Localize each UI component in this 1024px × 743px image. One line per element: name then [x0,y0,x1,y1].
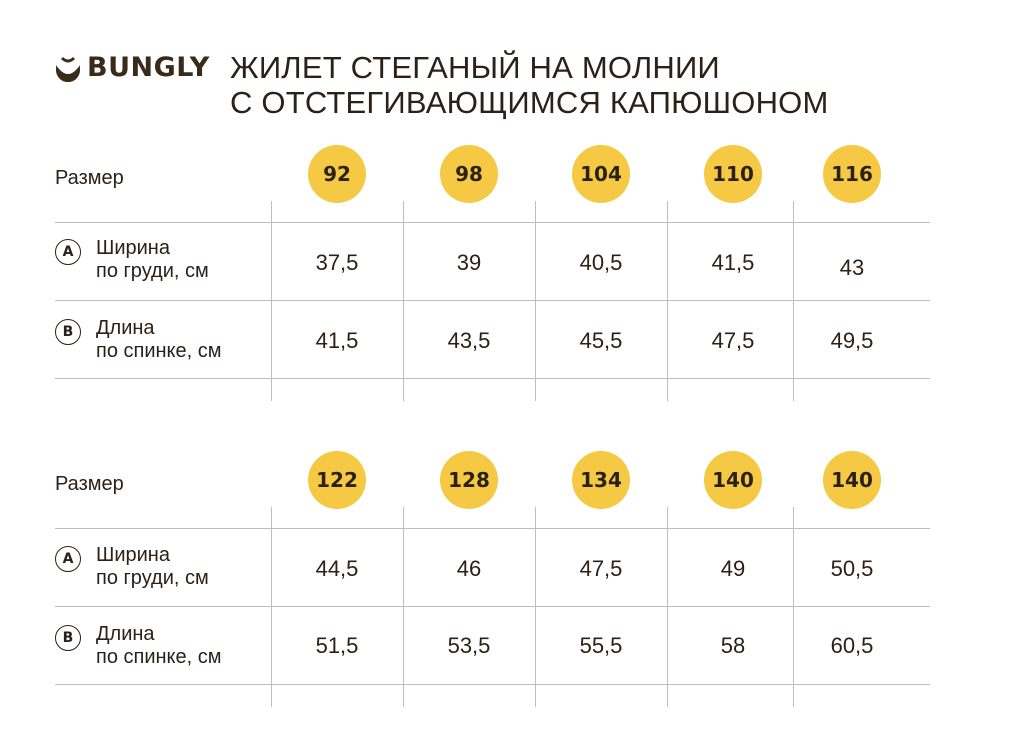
column-divider [667,201,668,401]
column-divider [667,507,668,707]
table-cell: 44,5 [315,556,359,581]
table-cell: 49 [720,556,746,581]
row-divider [55,606,930,607]
table-cell: 41,5 [315,328,359,353]
table-cell: 50,5 [830,556,874,581]
size-badge: 134 [572,451,630,509]
size-badge: 110 [704,145,762,203]
column-divider [403,507,404,707]
table-cell: 60,5 [830,633,874,658]
table-cell: 40,5 [579,250,623,275]
table-cell: 41,5 [711,250,755,275]
table-cell: 47,5 [579,556,623,581]
row-label-line2: по груди, см [96,567,209,589]
row-label-line1: Длина [96,317,155,339]
column-divider [271,507,272,707]
size-badge: 104 [572,145,630,203]
bungly-logo-icon [56,57,80,82]
product-title-line1: ЖИЛЕТ СТЕГАНЫЙ НА МОЛНИИ [230,50,720,85]
marker-a: A [55,239,81,265]
size-table-2: Размер 122 128 134 140 140 A Ширина по г… [55,451,930,707]
row-divider [55,528,930,529]
row-label-line2: по спинке, см [96,340,222,362]
column-divider [535,507,536,707]
size-badge: 140 [704,451,762,509]
marker-b: B [55,625,81,651]
column-divider [793,507,794,707]
row-divider [55,684,930,685]
row-label-text: Ширина по груди, см [96,544,209,590]
size-badge: 122 [308,451,366,509]
table-cell: 55,5 [579,633,623,658]
row-divider [55,222,930,223]
column-divider [535,201,536,401]
size-label: Размер [55,473,124,495]
size-badge: 92 [308,145,366,203]
row-label-line2: по груди, см [96,260,209,282]
row-label-line1: Ширина [96,237,170,259]
row-label-line2: по спинке, см [96,646,222,668]
marker-a: A [55,546,81,572]
product-title-line2: С ОТСТЕГИВАЮЩИМСЯ КАПЮШОНОМ [230,85,829,120]
size-table-1: Размер 92 98 104 110 116 A Ширина по гру… [55,145,930,401]
table-cell: 45,5 [579,328,623,353]
column-divider [403,201,404,401]
row-label-line1: Ширина [96,544,170,566]
table-cell: 39 [456,250,482,275]
column-divider [793,201,794,401]
table-cell: 43 [839,255,865,280]
brand-logo: BUNGLY [55,50,225,90]
size-badge: 128 [440,451,498,509]
table-cell: 58 [720,633,746,658]
row-divider [55,300,930,301]
table-cell: 49,5 [830,328,874,353]
table-cell: 53,5 [447,633,491,658]
marker-b: B [55,319,81,345]
size-badge: 140 [823,451,881,509]
row-label-text: Длина по спинке, см [96,623,222,669]
row-divider [55,378,930,379]
brand-name: BUNGLY [87,52,210,83]
table-cell: 51,5 [315,633,359,658]
product-title: ЖИЛЕТ СТЕГАНЫЙ НА МОЛНИИ С ОТСТЕГИВАЮЩИМ… [230,50,930,120]
size-label: Размер [55,167,124,189]
row-label-line1: Длина [96,623,155,645]
table-cell: 47,5 [711,328,755,353]
size-badge: 98 [440,145,498,203]
table-cell: 46 [456,556,482,581]
row-label-text: Длина по спинке, см [96,317,222,363]
table-cell: 37,5 [315,250,359,275]
row-label-text: Ширина по груди, см [96,237,209,283]
size-badge: 116 [823,145,881,203]
column-divider [271,201,272,401]
table-cell: 43,5 [447,328,491,353]
